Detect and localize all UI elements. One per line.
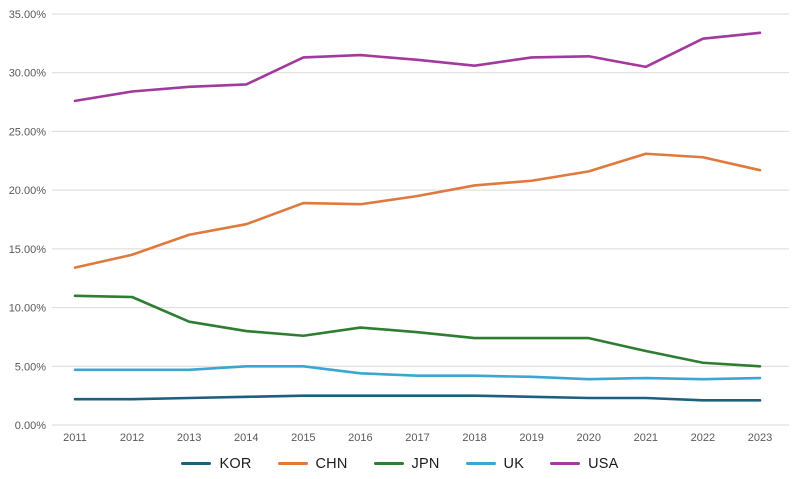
x-axis-tick-label: 2016 xyxy=(348,432,372,444)
x-axis-tick-label: 2018 xyxy=(462,432,486,444)
legend-label: UK xyxy=(503,455,525,472)
series-line-jpn xyxy=(73,294,762,368)
legend-item-kor[interactable]: KOR xyxy=(181,456,251,472)
series-line-chn xyxy=(73,152,762,269)
x-axis-tick-label: 2013 xyxy=(177,432,201,444)
x-axis-tick-label: 2014 xyxy=(234,432,258,444)
x-axis-tick-label: 2021 xyxy=(634,432,658,444)
legend-swatch-jpn xyxy=(373,462,404,465)
legend-item-uk[interactable]: UK xyxy=(465,455,525,472)
y-axis-tick-label: 10.00% xyxy=(9,303,47,315)
legend-swatch-usa xyxy=(550,462,581,465)
y-axis-tick-label: 0.00% xyxy=(15,420,46,432)
x-axis-tick-label: 2020 xyxy=(577,432,601,444)
series-line-kor xyxy=(73,394,762,402)
x-axis-tick-label: 2019 xyxy=(519,432,543,444)
y-axis-tick-label: 20.00% xyxy=(9,185,47,197)
legend-item-chn[interactable]: CHN xyxy=(277,455,348,472)
series-line-uk xyxy=(73,364,762,381)
x-axis-tick-label: 2012 xyxy=(120,432,144,444)
x-axis-tick-label: 2015 xyxy=(291,432,315,444)
legend-item-usa[interactable]: USA xyxy=(550,456,618,472)
legend-label: KOR xyxy=(219,455,252,472)
legend-swatch-uk xyxy=(465,462,496,465)
y-axis-tick-label: 5.00% xyxy=(15,361,46,373)
y-axis-tick-label: 35.00% xyxy=(9,9,47,21)
y-axis-tick-label: 25.00% xyxy=(9,126,47,138)
x-axis-tick-label: 2017 xyxy=(405,432,429,444)
legend-swatch-kor xyxy=(181,462,212,465)
x-axis-tick-label: 2022 xyxy=(691,432,715,444)
y-axis-tick-label: 15.00% xyxy=(9,244,47,256)
legend-item-jpn[interactable]: JPN xyxy=(373,455,440,472)
series-line-usa xyxy=(73,31,762,103)
legend-swatch-chn xyxy=(277,462,308,465)
legend-label: USA xyxy=(588,455,619,472)
line-chart: 0.00% 5.00% 10.00% 15.00% 20.00% 25.00% 30.00%… xyxy=(9,9,789,444)
legend-label: CHN xyxy=(315,455,348,472)
legend-label: JPN xyxy=(411,455,440,472)
x-axis-tick-label: 2023 xyxy=(748,432,772,444)
x-axis-tick-label: 2011 xyxy=(63,432,87,444)
y-axis-tick-label: 30.00% xyxy=(9,68,47,80)
chart-legend: KOR CHN JPN UK USA xyxy=(0,448,800,479)
